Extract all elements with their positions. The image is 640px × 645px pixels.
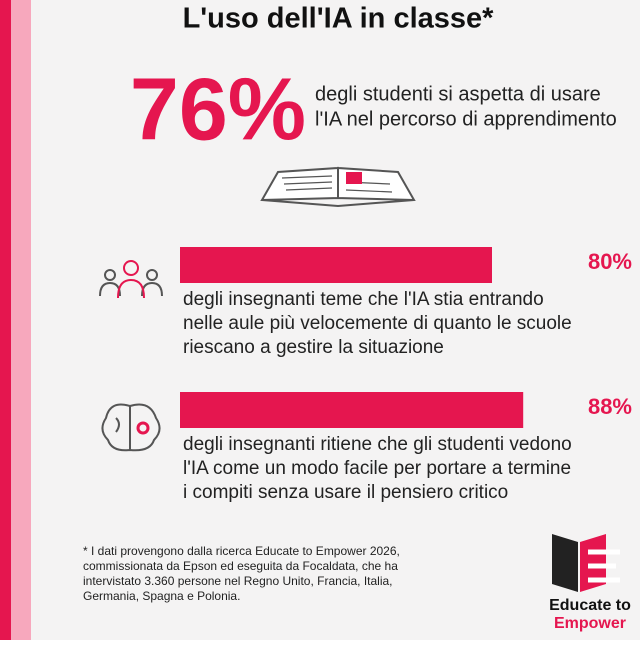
hero-text: degli studenti si aspetta di usare <box>315 83 601 105</box>
hero-figure: 76% <box>130 59 306 158</box>
title: L'uso dell'IA in classe* <box>183 3 495 35</box>
footnote: * I dati provengono dalla ricerca Educat… <box>83 544 400 558</box>
stat-text: l'IA come un modo facile per portare a t… <box>183 458 571 479</box>
stat-text: riescano a gestire la situazione <box>183 337 444 358</box>
stat-label: 88% <box>588 394 632 419</box>
footnote: intervistato 3.360 persone nel Regno Uni… <box>83 574 393 588</box>
stat-text: nelle aule più velocemente di quanto le … <box>183 313 572 334</box>
brain-icon <box>101 403 161 452</box>
logo-text: Educate to <box>549 597 631 614</box>
people-icon <box>99 260 163 299</box>
stripe <box>0 0 11 640</box>
book-icon <box>260 166 416 208</box>
logo-text: Empower <box>554 615 626 632</box>
footnote: commissionata da Epson ed eseguita da Fo… <box>83 559 398 573</box>
hero-text: l'IA nel percorso di apprendimento <box>315 108 617 130</box>
logo-mark <box>552 534 620 592</box>
bar <box>180 392 524 428</box>
bar <box>180 247 492 283</box>
stat-label: 80% <box>588 249 632 274</box>
stat-text: i compiti senza usare il pensiero critic… <box>183 482 508 503</box>
stat-text: degli insegnanti teme che l'IA stia entr… <box>183 289 544 310</box>
stripe <box>11 0 31 640</box>
footnote: Germania, Spagna e Polonia. <box>83 589 240 603</box>
stat-text: degli insegnanti ritiene che gli student… <box>183 434 572 455</box>
